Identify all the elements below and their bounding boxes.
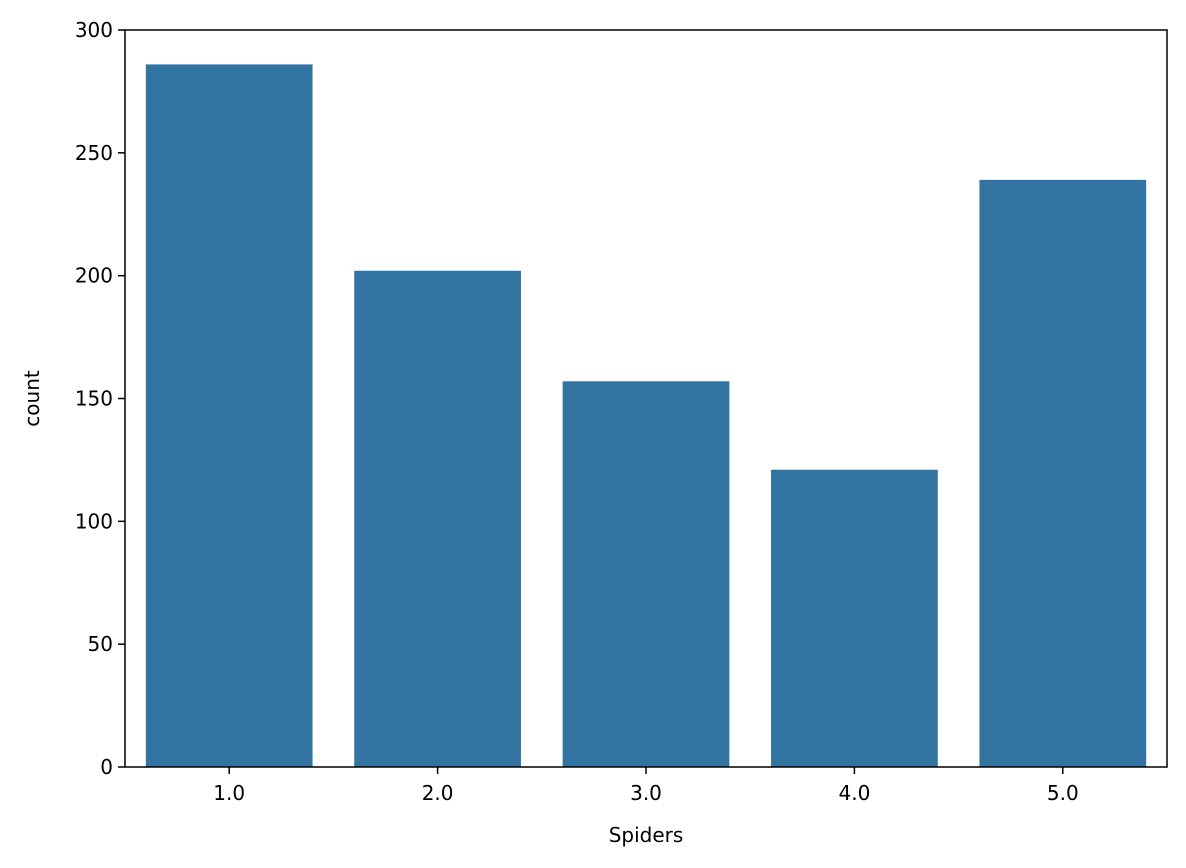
y-tick-label: 0: [100, 755, 113, 779]
bar: [354, 270, 521, 767]
x-tick-label: 3.0: [630, 781, 662, 805]
bar: [771, 469, 938, 767]
y-axis-title: count: [20, 370, 44, 427]
bar: [562, 381, 730, 767]
bars-group: [145, 64, 1147, 768]
y-tick-label: 100: [75, 509, 113, 533]
x-axis: 1.0 2.0 3.0 4.0 5.0: [213, 767, 1079, 805]
y-tick-label: 300: [75, 18, 113, 42]
y-tick-label: 150: [75, 387, 113, 411]
plot-frame: [124, 29, 1168, 768]
x-tick-label: 2.0: [422, 781, 454, 805]
bar: [979, 179, 1147, 767]
x-axis-title: Spiders: [609, 823, 684, 847]
x-tick-label: 5.0: [1047, 781, 1079, 805]
y-tick-label: 250: [75, 141, 113, 165]
x-tick-label: 4.0: [838, 781, 870, 805]
bar: [145, 64, 313, 768]
x-tick-label: 1.0: [213, 781, 245, 805]
y-tick-label: 50: [88, 632, 113, 656]
y-axis: 0 50 100 150 200 250 300: [75, 18, 125, 779]
y-tick-label: 200: [75, 264, 113, 288]
